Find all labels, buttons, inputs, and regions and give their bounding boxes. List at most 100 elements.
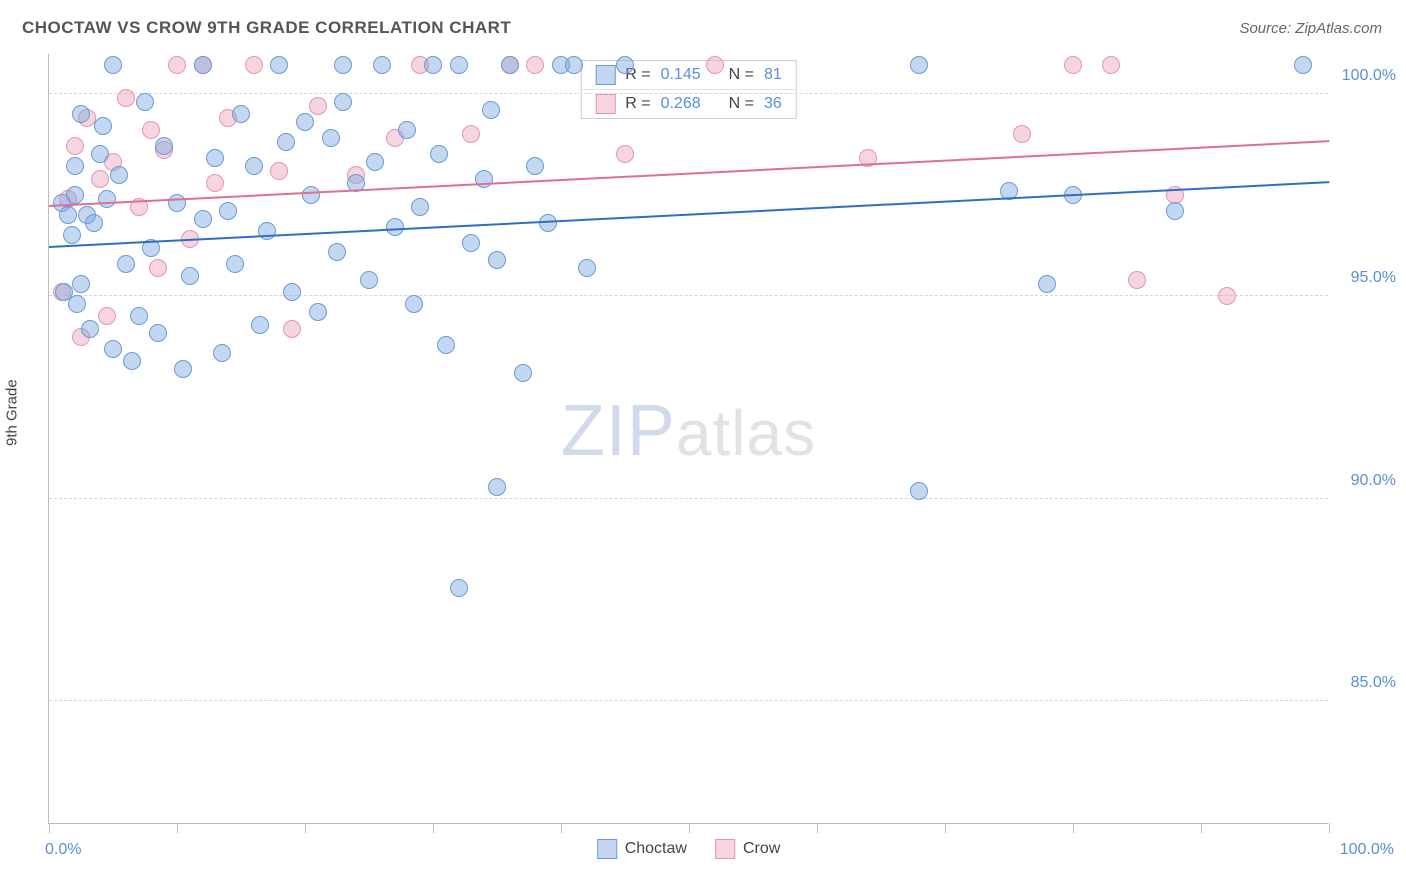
data-point-crow bbox=[1218, 287, 1236, 305]
watermark-atlas: atlas bbox=[676, 397, 816, 469]
x-tick bbox=[177, 823, 178, 833]
swatch-crow-icon bbox=[595, 94, 615, 114]
data-point-choctaw bbox=[251, 316, 269, 334]
stats-legend: R = 0.145 N = 81 R = 0.268 N = 36 bbox=[580, 60, 797, 119]
data-point-choctaw bbox=[66, 186, 84, 204]
data-point-choctaw bbox=[501, 56, 519, 74]
data-point-choctaw bbox=[63, 226, 81, 244]
data-point-choctaw bbox=[104, 56, 122, 74]
y-tick-label: 90.0% bbox=[1351, 472, 1396, 490]
y-tick-label: 85.0% bbox=[1351, 674, 1396, 692]
y-tick-label: 95.0% bbox=[1351, 269, 1396, 287]
data-point-choctaw bbox=[168, 194, 186, 212]
x-tick bbox=[433, 823, 434, 833]
data-point-crow bbox=[1102, 56, 1120, 74]
gridline bbox=[49, 295, 1328, 296]
x-tick bbox=[1329, 823, 1330, 833]
data-point-choctaw bbox=[366, 153, 384, 171]
data-point-choctaw bbox=[450, 579, 468, 597]
x-tick bbox=[1073, 823, 1074, 833]
data-point-choctaw bbox=[232, 105, 250, 123]
gridline bbox=[49, 700, 1328, 701]
data-point-crow bbox=[245, 56, 263, 74]
x-tick bbox=[49, 823, 50, 833]
x-tick bbox=[689, 823, 690, 833]
x-axis-max-label: 100.0% bbox=[1340, 841, 1394, 859]
data-point-choctaw bbox=[149, 324, 167, 342]
data-point-crow bbox=[1128, 271, 1146, 289]
data-point-choctaw bbox=[526, 157, 544, 175]
stats-n-label: N = bbox=[729, 66, 754, 84]
data-point-choctaw bbox=[910, 482, 928, 500]
data-point-choctaw bbox=[72, 275, 90, 293]
data-point-choctaw bbox=[616, 56, 634, 74]
data-point-choctaw bbox=[539, 214, 557, 232]
data-point-choctaw bbox=[309, 303, 327, 321]
data-point-crow bbox=[462, 125, 480, 143]
trend-line bbox=[49, 140, 1329, 207]
data-point-choctaw bbox=[219, 202, 237, 220]
legend-label-crow: Crow bbox=[743, 840, 780, 858]
stats-legend-row-choctaw: R = 0.145 N = 81 bbox=[581, 61, 796, 90]
data-point-choctaw bbox=[424, 56, 442, 74]
data-point-choctaw bbox=[514, 364, 532, 382]
data-point-choctaw bbox=[258, 222, 276, 240]
data-point-choctaw bbox=[462, 234, 480, 252]
data-point-choctaw bbox=[155, 137, 173, 155]
x-axis-min-label: 0.0% bbox=[45, 841, 81, 859]
data-point-choctaw bbox=[117, 255, 135, 273]
data-point-choctaw bbox=[181, 267, 199, 285]
x-tick bbox=[945, 823, 946, 833]
data-point-crow bbox=[526, 56, 544, 74]
source-label: Source: ZipAtlas.com bbox=[1239, 20, 1382, 37]
legend-item-crow: Crow bbox=[715, 839, 780, 859]
data-point-choctaw bbox=[226, 255, 244, 273]
data-point-choctaw bbox=[334, 56, 352, 74]
gridline bbox=[49, 498, 1328, 499]
data-point-choctaw bbox=[194, 210, 212, 228]
data-point-choctaw bbox=[302, 186, 320, 204]
data-point-choctaw bbox=[81, 320, 99, 338]
data-point-choctaw bbox=[488, 251, 506, 269]
data-point-choctaw bbox=[1038, 275, 1056, 293]
data-point-choctaw bbox=[136, 93, 154, 111]
data-point-choctaw bbox=[270, 56, 288, 74]
data-point-choctaw bbox=[328, 243, 346, 261]
y-axis-title: 9th Grade bbox=[4, 379, 21, 446]
x-tick bbox=[817, 823, 818, 833]
data-point-choctaw bbox=[194, 56, 212, 74]
data-point-choctaw bbox=[430, 145, 448, 163]
data-point-crow bbox=[98, 307, 116, 325]
data-point-choctaw bbox=[360, 271, 378, 289]
data-point-choctaw bbox=[283, 283, 301, 301]
chart-title: CHOCTAW VS CROW 9TH GRADE CORRELATION CH… bbox=[22, 18, 511, 38]
stats-legend-row-crow: R = 0.268 N = 36 bbox=[581, 90, 796, 118]
data-point-choctaw bbox=[206, 149, 224, 167]
data-point-crow bbox=[142, 121, 160, 139]
gridline bbox=[49, 93, 1328, 94]
stats-n-choctaw: 81 bbox=[764, 66, 782, 84]
y-tick-label: 100.0% bbox=[1342, 67, 1396, 85]
legend-label-choctaw: Choctaw bbox=[625, 840, 687, 858]
data-point-choctaw bbox=[91, 145, 109, 163]
data-point-choctaw bbox=[123, 352, 141, 370]
swatch-crow-icon bbox=[715, 839, 735, 859]
data-point-choctaw bbox=[94, 117, 112, 135]
data-point-choctaw bbox=[565, 56, 583, 74]
data-point-choctaw bbox=[488, 478, 506, 496]
data-point-choctaw bbox=[174, 360, 192, 378]
x-tick bbox=[305, 823, 306, 833]
data-point-choctaw bbox=[910, 56, 928, 74]
data-point-crow bbox=[309, 97, 327, 115]
swatch-choctaw-icon bbox=[595, 65, 615, 85]
stats-r-crow: 0.268 bbox=[661, 95, 701, 113]
data-point-crow bbox=[91, 170, 109, 188]
data-point-crow bbox=[168, 56, 186, 74]
watermark-zip: ZIP bbox=[561, 391, 676, 471]
data-point-crow bbox=[270, 162, 288, 180]
data-point-crow bbox=[117, 89, 135, 107]
data-point-choctaw bbox=[85, 214, 103, 232]
data-point-crow bbox=[66, 137, 84, 155]
x-tick bbox=[1201, 823, 1202, 833]
data-point-choctaw bbox=[450, 56, 468, 74]
